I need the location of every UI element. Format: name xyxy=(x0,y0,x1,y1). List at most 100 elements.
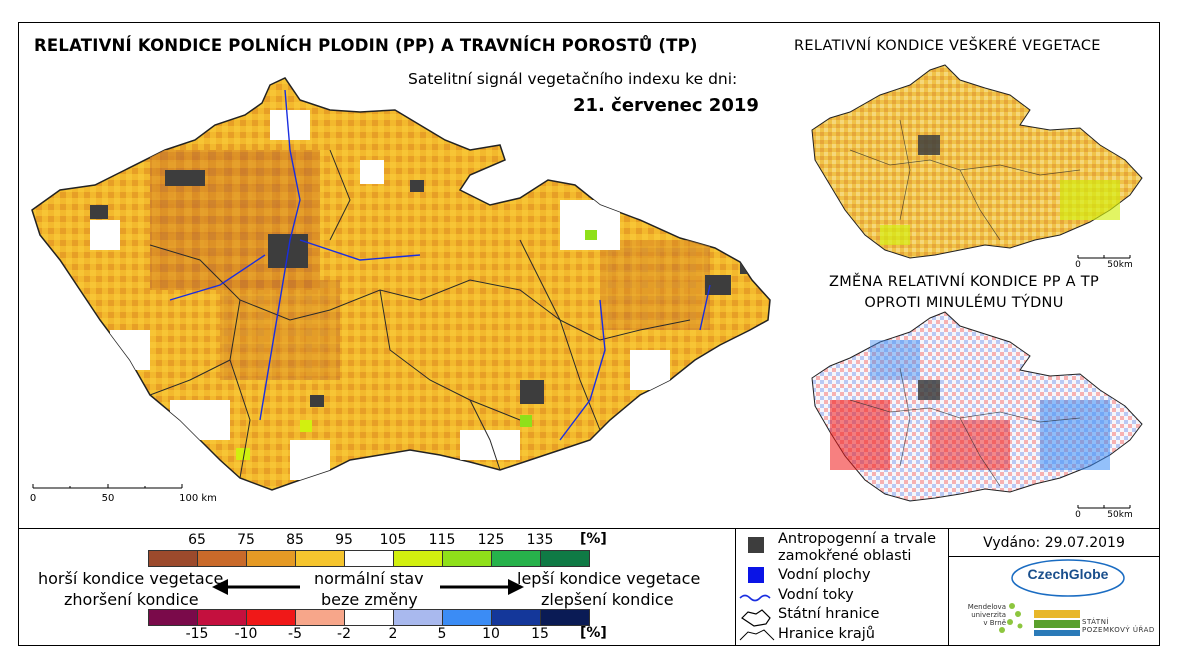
legend-divider xyxy=(18,528,1160,529)
scale-bottom-tick: -5 xyxy=(288,626,302,642)
scale-top-tick: 95 xyxy=(335,532,353,548)
vegetation-map-prague xyxy=(918,135,940,155)
scale-bottom-tick: -2 xyxy=(337,626,351,642)
change-map-borders xyxy=(849,367,1081,487)
condition-swatch xyxy=(247,551,296,566)
legend-state-border-mark xyxy=(741,609,771,627)
czechglobe-logo-text: CzechGlobe xyxy=(1027,566,1109,582)
scale-top-tick: 65 xyxy=(188,532,206,548)
change-swatch xyxy=(296,610,345,625)
right-bottom-title-line1: ZMĚNA RELATIVNÍ KONDICE PP A TP xyxy=(828,274,1100,290)
legend-region-border-label: Hranice krajů xyxy=(778,626,875,642)
main-scale-tick-0: 0 xyxy=(29,493,37,504)
scale-top-tick: 85 xyxy=(286,532,304,548)
map-date: 21. červenec 2019 xyxy=(573,95,759,116)
czechglobe-logo-ring xyxy=(1011,559,1125,597)
change-swatch xyxy=(394,610,443,625)
scale-bottom-tick: 2 xyxy=(388,626,398,642)
scale-top-unit: [%] xyxy=(580,531,607,547)
legend-state-border-label: Státní hranice xyxy=(778,606,880,622)
condition-swatch xyxy=(345,551,394,566)
improved-label: zlepšení kondice xyxy=(541,590,674,609)
map-subtitle: Satelitní signál vegetačního indexu ke d… xyxy=(408,70,738,88)
change-map-prague xyxy=(918,380,940,400)
main-scale-bar xyxy=(32,484,183,489)
spu-line1: STÁTNÍ xyxy=(1082,618,1109,626)
right-bottom-title-line2: OPROTI MINULÉMU TÝDNU xyxy=(864,295,1064,311)
no-change-label: beze změny xyxy=(321,590,418,609)
scale-top-tick: 135 xyxy=(526,532,554,548)
scale-top-tick: 125 xyxy=(477,532,505,548)
legend-anthropogenic-swatch xyxy=(748,537,764,553)
issued-date: Vydáno: 29.07.2019 xyxy=(983,535,1125,551)
vegetation-scale-tick-1: 50km xyxy=(1107,260,1133,270)
scale-bottom-tick: 15 xyxy=(531,626,549,642)
main-map-details xyxy=(90,110,754,480)
change-color-bar xyxy=(148,609,590,626)
main-map-region-borders xyxy=(149,149,691,479)
vegetation-map-country xyxy=(811,64,1143,259)
worsened-label: zhoršení kondice xyxy=(64,590,199,609)
main-scale-tick-1: 50 xyxy=(101,493,115,504)
scale-bottom-tick: 5 xyxy=(437,626,447,642)
legend-river-line xyxy=(739,594,771,602)
legend-region-border-mark xyxy=(739,629,775,641)
change-swatch xyxy=(345,610,394,625)
better-condition-label: lepší kondice vegetace xyxy=(517,569,701,588)
mendel-line1: Mendelova xyxy=(967,603,1006,611)
scale-bottom-tick: -10 xyxy=(234,626,258,642)
scale-top-tick: 75 xyxy=(237,532,255,548)
condition-color-bar xyxy=(148,550,590,567)
vegetation-scale-bar xyxy=(1077,255,1131,259)
change-scale-tick-1: 50km xyxy=(1107,510,1133,520)
mendel-line3: v Brně xyxy=(983,619,1006,627)
condition-swatch xyxy=(198,551,247,566)
legend-anthropogenic-label: Antropogenní a trvale zamokřené oblasti xyxy=(778,531,936,565)
legend-water-label: Vodní plochy xyxy=(778,567,871,583)
scale-top-tick: 115 xyxy=(428,532,456,548)
right-bottom-title: ZMĚNA RELATIVNÍ KONDICE PP A TP OPROTI M… xyxy=(808,272,1158,314)
scale-bottom-tick: 10 xyxy=(482,626,500,642)
scale-bottom-tick: -15 xyxy=(185,626,209,642)
legend-divider-issued xyxy=(948,528,949,646)
condition-swatch xyxy=(394,551,443,566)
legend-divider-symbols xyxy=(735,528,736,646)
condition-swatch xyxy=(443,551,492,566)
map-title: RELATIVNÍ KONDICE POLNÍCH PLODIN (PP) A … xyxy=(34,36,698,55)
change-scale-bar xyxy=(1077,505,1131,509)
change-swatch xyxy=(247,610,296,625)
scale-top-tick: 105 xyxy=(379,532,407,548)
worse-condition-label: horší kondice vegetace xyxy=(38,569,224,588)
change-swatch xyxy=(198,610,247,625)
vegetation-scale-tick-0: 0 xyxy=(1075,260,1081,270)
main-scale-tick-2: 100 km xyxy=(179,493,217,504)
change-swatch xyxy=(492,610,541,625)
change-scale-tick-0: 0 xyxy=(1075,510,1081,520)
spu-logo-text: STÁTNÍ POZEMKOVÝ ÚŘAD xyxy=(1082,618,1155,634)
legend-divider-issued-bottom xyxy=(948,556,1160,557)
czechglobe-logo: CzechGlobe xyxy=(1012,560,1124,596)
mendel-logo-dots xyxy=(999,603,1023,633)
change-swatch xyxy=(149,610,198,625)
scale-bottom-unit: [%] xyxy=(580,625,607,641)
condition-swatch xyxy=(541,551,589,566)
right-top-title: RELATIVNÍ KONDICE VEŠKERÉ VEGETACE xyxy=(794,38,1101,54)
mendel-logo-text: Mendelova univerzita v Brně xyxy=(966,603,1006,627)
change-swatch xyxy=(443,610,492,625)
condition-swatch xyxy=(492,551,541,566)
legend-arrow-left xyxy=(212,579,300,595)
condition-swatch xyxy=(296,551,345,566)
spu-logo-mark xyxy=(1034,610,1080,636)
mendel-line2: univerzita xyxy=(971,611,1006,619)
legend-water-swatch xyxy=(748,567,764,583)
vegetation-map-borders xyxy=(849,119,1081,241)
legend-anthropogenic-line1: Antropogenní a trvale xyxy=(778,531,937,547)
legend-arrow-right xyxy=(440,579,524,595)
legend-anthropogenic-line2: zamokřené oblasti xyxy=(778,548,912,564)
condition-swatch xyxy=(149,551,198,566)
change-swatch xyxy=(541,610,589,625)
main-map-rivers xyxy=(169,89,711,441)
spu-line2: POZEMKOVÝ ÚŘAD xyxy=(1082,626,1155,634)
legend-river-label: Vodní toky xyxy=(778,587,854,603)
